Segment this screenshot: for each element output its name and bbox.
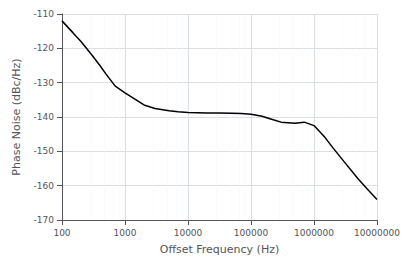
svg-text:-130: -130 [34,78,55,88]
svg-text:-160: -160 [34,181,55,191]
svg-text:100000: 100000 [234,228,269,238]
svg-text:-110: -110 [34,9,55,19]
svg-text:-170: -170 [34,215,55,225]
svg-text:-140: -140 [34,112,55,122]
svg-text:Phase Noise (dBc/Hz): Phase Noise (dBc/Hz) [10,58,23,175]
svg-text:1000: 1000 [114,228,137,238]
svg-text:100: 100 [53,228,70,238]
svg-text:10000000: 10000000 [354,228,400,238]
svg-text:-150: -150 [34,146,55,156]
svg-text:10000: 10000 [174,228,203,238]
svg-text:-120: -120 [34,43,55,53]
svg-text:1000000: 1000000 [294,228,334,238]
svg-text:Offset Frequency (Hz): Offset Frequency (Hz) [160,243,280,256]
